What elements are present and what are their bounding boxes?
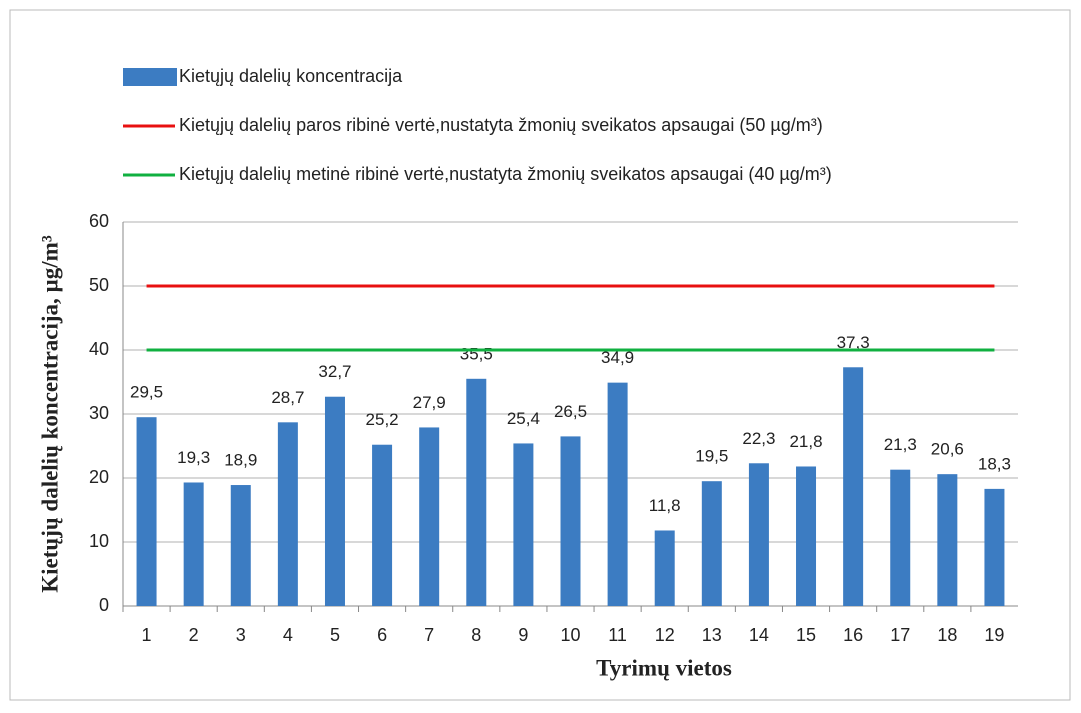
- y-axis-title: Kietųjų dalelių koncentracija, µg/m³: [37, 235, 62, 593]
- bar: [748, 463, 769, 606]
- y-tick-label: 60: [89, 211, 109, 231]
- data-label: 28,7: [271, 388, 304, 407]
- y-tick-label: 30: [89, 403, 109, 423]
- chart-border: [9, 9, 1071, 701]
- x-tick-label: 13: [702, 625, 722, 645]
- bar: [324, 396, 345, 606]
- data-label: 21,8: [789, 432, 822, 451]
- x-tick-label: 14: [749, 625, 769, 645]
- data-label: 34,9: [601, 348, 634, 367]
- x-tick-label: 7: [424, 625, 434, 645]
- data-label: 18,3: [978, 454, 1011, 473]
- x-tick-label: 3: [236, 625, 246, 645]
- bar: [183, 482, 204, 606]
- x-tick-label: 12: [655, 625, 675, 645]
- data-label: 25,2: [366, 410, 399, 429]
- x-tick-label: 19: [984, 625, 1004, 645]
- x-tick-label: 6: [377, 625, 387, 645]
- x-tick-label: 1: [142, 625, 152, 645]
- bar: [843, 367, 864, 606]
- data-label: 11,8: [649, 496, 681, 515]
- data-label: 19,5: [695, 447, 728, 466]
- y-tick-label: 10: [89, 531, 109, 551]
- bar: [607, 382, 628, 606]
- bar: [701, 481, 722, 606]
- bar: [984, 488, 1005, 606]
- legend-label: Kietųjų dalelių metinė ribinė vertė,nust…: [179, 164, 832, 184]
- x-tick-label: 2: [189, 625, 199, 645]
- bar: [419, 427, 440, 606]
- x-tick-label: 11: [608, 625, 627, 645]
- x-tick-label: 18: [937, 625, 957, 645]
- data-label: 19,3: [177, 448, 210, 467]
- data-label: 29,5: [130, 383, 163, 402]
- data-label: 18,9: [224, 451, 257, 470]
- data-label: 37,3: [837, 333, 870, 352]
- bar: [277, 422, 298, 606]
- legend-swatch: [123, 68, 177, 86]
- bar: [796, 466, 817, 606]
- data-label: 22,3: [742, 429, 775, 448]
- x-axis-title: Tyrimų vietos: [596, 655, 732, 680]
- x-tick-label: 10: [560, 625, 580, 645]
- x-tick-label: 17: [890, 625, 910, 645]
- bar: [466, 378, 487, 606]
- legend-label: Kietųjų dalelių koncentracija: [179, 66, 403, 86]
- x-tick-label: 5: [330, 625, 340, 645]
- bar: [513, 443, 534, 606]
- bar: [654, 530, 675, 606]
- x-tick-label: 9: [518, 625, 528, 645]
- data-label: 32,7: [318, 362, 351, 381]
- x-tick-label: 15: [796, 625, 816, 645]
- y-tick-label: 40: [89, 339, 109, 359]
- bar: [372, 444, 393, 606]
- bar: [136, 417, 157, 606]
- legend-label: Kietųjų dalelių paros ribinė vertė,nusta…: [179, 115, 823, 135]
- y-tick-label: 20: [89, 467, 109, 487]
- x-tick-label: 16: [843, 625, 863, 645]
- x-tick-label: 8: [471, 625, 481, 645]
- data-label: 25,4: [507, 409, 540, 428]
- data-label: 21,3: [884, 435, 917, 454]
- data-label: 26,5: [554, 402, 587, 421]
- bar: [890, 469, 911, 606]
- bar: [937, 474, 958, 606]
- y-tick-label: 50: [89, 275, 109, 295]
- data-label: 35,5: [460, 344, 493, 363]
- x-tick-label: 4: [283, 625, 293, 645]
- data-label: 27,9: [413, 393, 446, 412]
- y-tick-label: 0: [99, 595, 109, 615]
- bar: [230, 485, 251, 606]
- data-label: 20,6: [931, 440, 964, 459]
- bar: [560, 436, 581, 606]
